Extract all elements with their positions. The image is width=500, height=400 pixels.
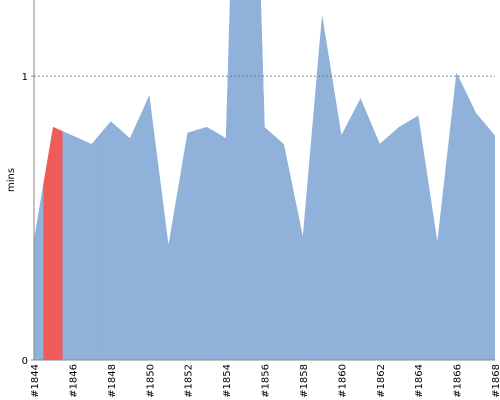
area-segment <box>158 171 179 360</box>
area-segment <box>427 158 448 360</box>
y-axis-label: mins <box>6 168 17 192</box>
area-segment <box>177 129 198 360</box>
area-segment <box>254 0 275 360</box>
y-tick-label: 0 <box>22 356 28 367</box>
x-tick-label: #1856 <box>261 364 272 398</box>
area-segment <box>485 123 495 360</box>
area-segment <box>216 0 236 360</box>
area-segment <box>120 117 140 360</box>
area-segment <box>331 76 352 360</box>
x-tick-label: #1860 <box>337 364 348 398</box>
area-segment <box>139 95 160 360</box>
area-segment <box>350 98 371 360</box>
x-tick-label: #1862 <box>376 364 387 398</box>
area-segment <box>273 135 294 360</box>
area-segment <box>369 121 390 360</box>
y-tick-label: 1 <box>22 72 28 83</box>
x-tick-label: #1846 <box>68 364 79 398</box>
x-tick-label: #1868 <box>491 364 500 398</box>
area-segment <box>197 126 217 360</box>
plot-area <box>34 0 495 360</box>
area-segment <box>312 16 332 360</box>
x-tick-label: #1854 <box>222 364 233 398</box>
area-segment <box>408 115 429 360</box>
x-tick-label: #1864 <box>414 364 425 398</box>
area-segment <box>81 132 102 360</box>
x-tick-label: #1844 <box>30 364 41 398</box>
x-tick-label: #1848 <box>107 364 118 398</box>
x-tick-label: #1858 <box>299 364 310 398</box>
area-segment <box>389 121 409 360</box>
area-segment <box>43 126 64 360</box>
area-segment <box>100 121 121 360</box>
area-segment <box>34 183 44 360</box>
area-segment <box>235 0 256 360</box>
area-segment <box>446 72 467 360</box>
area-segment <box>465 93 486 360</box>
x-tick-label: #1852 <box>184 364 195 398</box>
x-tick-label: #1850 <box>145 364 156 398</box>
area-segment <box>62 131 83 360</box>
x-tick-label: #1866 <box>453 364 464 398</box>
area-segment <box>293 127 313 360</box>
